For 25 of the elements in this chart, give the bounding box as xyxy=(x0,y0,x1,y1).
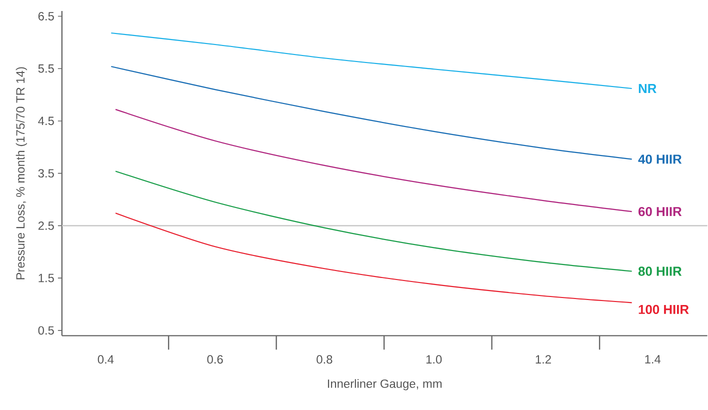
y-tick-label: 0.5 xyxy=(38,326,54,335)
line-series xyxy=(110,66,632,160)
line-series xyxy=(114,212,632,304)
y-tick-label: 6.5 xyxy=(38,12,54,21)
x-tick-label: 1.4 xyxy=(645,355,661,364)
line-series xyxy=(114,170,632,272)
y-tick-label: 1.5 xyxy=(38,274,54,282)
line-series xyxy=(110,32,632,90)
y-tick-label: 4.5 xyxy=(38,117,54,126)
series-label: 60 HIIR xyxy=(638,207,682,216)
series-label: 80 HIIR xyxy=(638,266,682,276)
y-tick-label: 5.5 xyxy=(38,64,54,73)
x-tick-label: 0.6 xyxy=(207,355,223,364)
y-tick-label: 2.5 xyxy=(38,222,54,230)
series-label: 40 HIIR xyxy=(638,154,682,164)
series-label: 100 HIIR xyxy=(638,305,689,314)
x-tick-label: 1.0 xyxy=(426,355,442,364)
x-tick-label: 0.8 xyxy=(316,355,332,364)
x-axis-title: Innerliner Gauge, mm xyxy=(328,379,442,390)
series-label: NR xyxy=(638,84,656,94)
x-tick-label: 0.4 xyxy=(98,355,114,364)
y-axis-title: Pressure Loss, % month (175/70 TR 14) xyxy=(16,67,27,280)
line-series xyxy=(114,109,632,212)
y-tick-label: 3.5 xyxy=(38,169,54,178)
x-tick-label: 1.2 xyxy=(536,355,551,364)
